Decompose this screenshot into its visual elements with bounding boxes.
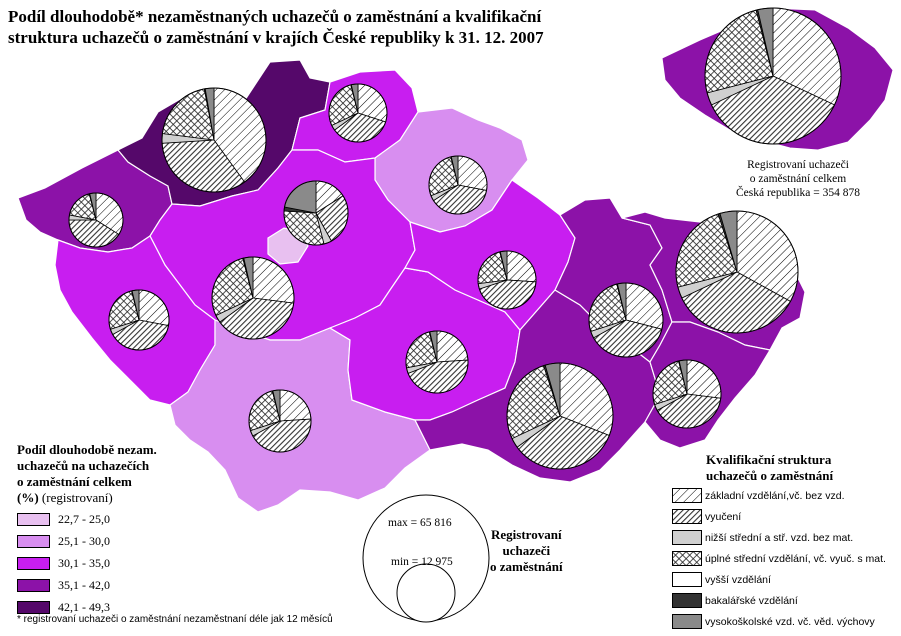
qual-legend-swatch <box>672 614 702 629</box>
pie-olomoucky <box>588 282 664 358</box>
qual-legend-title-line2: uchazečů o zaměstnání <box>706 468 834 483</box>
pie-ceska-republika <box>704 7 842 145</box>
pie-outline <box>248 389 312 453</box>
pie-plzensky <box>108 289 170 351</box>
pie-layer <box>68 7 842 470</box>
national-total-line2: o zaměstnání celkem <box>749 173 847 185</box>
pie-karlovarsky <box>68 192 124 248</box>
share-legend-row: 30,1 - 35,0 <box>17 556 110 571</box>
pie-outline <box>108 289 170 351</box>
pie-jihomoravsky <box>506 362 614 470</box>
pie-outline <box>328 83 388 143</box>
qual-legend-row: vyšší vzdělání <box>672 571 771 588</box>
qual-legend-label: nižší střední a stř. vzd. bez mat. <box>705 531 854 544</box>
pie-ustecky <box>161 87 267 193</box>
pie-outline <box>477 250 537 310</box>
pie-liberecky <box>328 83 388 143</box>
qual-legend-title: Kvalifikační struktura uchazečů o zaměst… <box>706 452 833 484</box>
qual-legend-swatch <box>672 509 702 524</box>
size-legend-title-line2: uchazeči <box>502 543 551 558</box>
qual-legend-swatch <box>672 488 702 503</box>
share-legend-swatch <box>17 535 50 548</box>
pie-outline <box>68 192 124 248</box>
pie-outline <box>652 359 722 429</box>
share-legend-title-line3: o zaměstnání celkem <box>17 474 132 489</box>
share-legend-label: 22,7 - 25,0 <box>58 512 110 526</box>
pie-outline <box>428 155 488 215</box>
pie-outline <box>405 330 469 394</box>
pie-jihocesky <box>248 389 312 453</box>
qual-legend-swatch <box>672 530 702 545</box>
share-legend-label: 30,1 - 35,0 <box>58 556 110 570</box>
pie-stredocesky <box>211 256 295 340</box>
pie-outline <box>211 256 295 340</box>
qual-legend-swatch <box>672 572 702 587</box>
qual-legend-row: úplné střední vzdělání, vč. vyuč. s mat. <box>672 550 886 567</box>
map-title-line1: Podíl dlouhodobě* nezaměstnaných uchazeč… <box>8 7 542 26</box>
size-legend-min-label: min = 12 975 <box>391 556 453 568</box>
size-legend-title-line3: o zaměstnání <box>490 559 563 574</box>
share-legend-swatch <box>17 579 50 592</box>
share-legend-label: 42,1 - 49,3 <box>58 600 110 614</box>
pie-praha <box>283 180 349 246</box>
share-legend-label: 25,1 - 30,0 <box>58 534 110 548</box>
share-legend-swatch <box>17 557 50 570</box>
size-legend-max-label: max = 65 816 <box>388 517 452 529</box>
share-legend-title-line2: uchazečů na uchazečích <box>17 458 150 473</box>
share-legend-swatch <box>17 513 50 526</box>
qual-legend-swatch <box>672 551 702 566</box>
national-total-line1: Registrovaní uchazeči <box>747 159 849 171</box>
map-title: Podíl dlouhodobě* nezaměstnaných uchazeč… <box>8 6 608 48</box>
national-total: Registrovaní uchazeči o zaměstnání celke… <box>718 158 878 200</box>
pie-outline <box>283 180 349 246</box>
share-legend-title-line1: Podíl dlouhodobě nezam. <box>17 442 157 457</box>
qual-legend-row: vyučení <box>672 508 741 525</box>
size-legend-title-line1: Registrovaní <box>491 527 562 542</box>
share-legend-unit-row: (%) (registrovaní) <box>17 490 157 506</box>
size-legend-title: Registrovaní uchazeči o zaměstnání <box>490 527 563 575</box>
qual-legend-swatch <box>672 593 702 608</box>
qual-legend-label: vyučení <box>705 510 742 523</box>
national-total-line3: Česká republika = 354 878 <box>735 187 861 199</box>
pie-outline <box>588 282 664 358</box>
share-legend-unit: (%) <box>17 490 39 505</box>
qual-legend-row: bakalářské vzdělání <box>672 592 798 609</box>
pie-pardubicky <box>477 250 537 310</box>
share-legend-title: Podíl dlouhodobě nezam. uchazečů na ucha… <box>17 442 157 506</box>
share-legend-swatch <box>17 601 50 614</box>
qual-legend-label: úplné střední vzdělání, vč. vyuč. s mat. <box>705 552 886 565</box>
pie-moravskoslezsky <box>675 210 799 334</box>
qual-legend-label: základní vzdělání,vč. bez vzd. <box>705 489 845 502</box>
qual-legend-label: vyšší vzdělání <box>705 573 771 586</box>
footnote: * registrovaní uchazeči o zaměstnání nez… <box>17 614 333 625</box>
pie-outline <box>161 87 267 193</box>
qual-legend-row: nižší střední a stř. vzd. bez mat. <box>672 529 853 546</box>
share-legend-row: 22,7 - 25,0 <box>17 512 110 527</box>
size-legend-min-circle <box>396 563 456 623</box>
qual-legend-row: základní vzdělání,vč. bez vzd. <box>672 487 845 504</box>
qual-legend-label: bakalářské vzdělání <box>705 594 798 607</box>
qual-legend-label: vysokoškolské vzd. vč. věd. výchovy <box>705 615 875 628</box>
pie-outline <box>675 210 799 334</box>
share-legend-row: 42,1 - 49,3 <box>17 600 110 615</box>
pie-kralovehradecky <box>428 155 488 215</box>
map-title-line2: struktura uchazečů o zaměstnání v krajíc… <box>8 28 544 47</box>
share-legend-row: 25,1 - 30,0 <box>17 534 110 549</box>
pie-vysocina <box>405 330 469 394</box>
qual-legend-title-line1: Kvalifikační struktura <box>706 452 832 467</box>
qual-legend-row: vysokoškolské vzd. vč. věd. výchovy <box>672 613 875 630</box>
pie-outline <box>704 7 842 145</box>
pie-zlinsky <box>652 359 722 429</box>
share-legend-label: 35,1 - 42,0 <box>58 578 110 592</box>
share-legend-unit-note: (registrovaní) <box>41 490 113 505</box>
share-legend-row: 35,1 - 42,0 <box>17 578 110 593</box>
pie-outline <box>506 362 614 470</box>
